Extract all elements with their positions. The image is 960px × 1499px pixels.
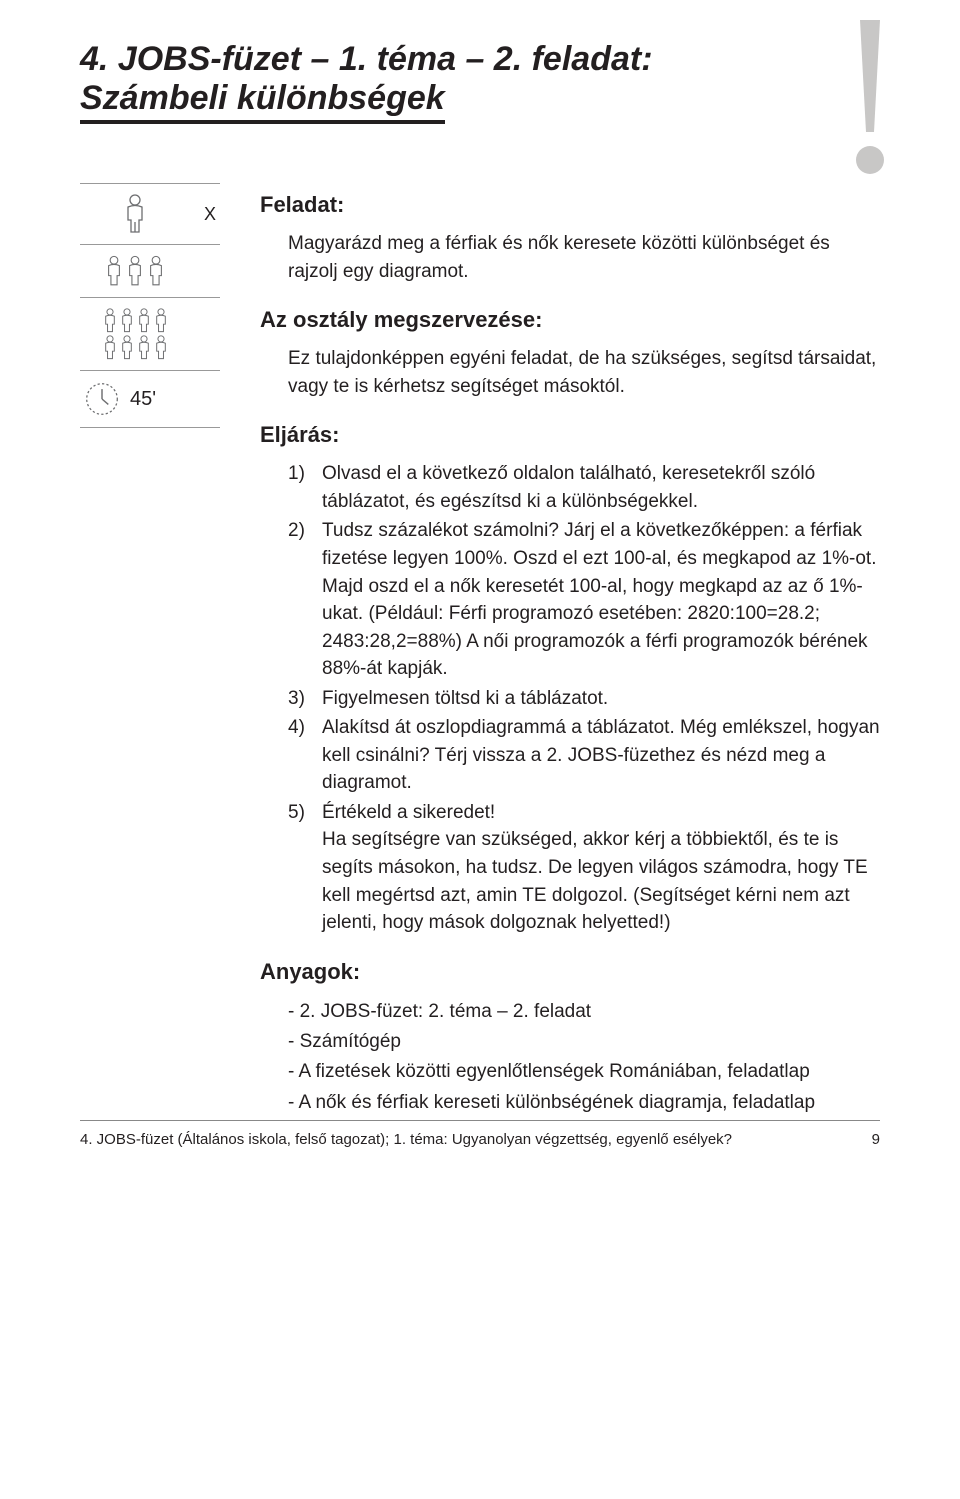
- step-item: 5)Értékeld a sikeredet! Ha segítségre va…: [288, 799, 880, 937]
- step-text: Értékeld a sikeredet! Ha segítségre van …: [322, 802, 868, 933]
- sidebar-row-time: 45': [80, 370, 220, 428]
- material-item: - Számítógép: [288, 1027, 880, 1057]
- step-item: 1)Olvasd el a következő oldalon találhat…: [288, 460, 880, 515]
- title-line-2: Számbeli különbségek: [80, 79, 445, 124]
- eljaras-steps: 1)Olvasd el a következő oldalon találhat…: [260, 460, 880, 936]
- title-line-1: 4. JOBS-füzet – 1. téma – 2. feladat:: [80, 40, 880, 79]
- sidebar-row-individual: X: [80, 183, 220, 245]
- step-item: 2)Tudsz százalékot számolni? Járj el a k…: [288, 517, 880, 682]
- sidebar-row-group-3: [80, 244, 220, 298]
- footer-page-number: 9: [872, 1131, 880, 1148]
- clock-icon: [84, 381, 120, 417]
- sidebar-row-group-8: [80, 297, 220, 371]
- step-item: 3)Figyelmesen töltsd ki a táblázatot.: [288, 685, 880, 713]
- section-heading-anyagok: Anyagok:: [260, 959, 880, 985]
- material-item: - 2. JOBS-füzet: 2. téma – 2. feladat: [288, 997, 880, 1027]
- time-label: 45': [130, 388, 156, 411]
- individual-x-mark: X: [186, 204, 216, 225]
- section-heading-eljaras: Eljárás:: [260, 422, 880, 448]
- section-heading-osztaly: Az osztály megszervezése:: [260, 307, 880, 333]
- section-heading-feladat: Feladat:: [260, 192, 880, 218]
- person-icon: [122, 194, 148, 234]
- exclamation-icon: [840, 20, 900, 180]
- page-title-block: 4. JOBS-füzet – 1. téma – 2. feladat: Sz…: [80, 40, 880, 124]
- step-text: Tudsz százalékot számolni? Járj el a köv…: [322, 520, 876, 679]
- feladat-body: Magyarázd meg a férfiak és nők keresete …: [260, 230, 880, 285]
- group8-icon: [102, 308, 169, 360]
- osztaly-body: Ez tulajdonképpen egyéni feladat, de ha …: [260, 345, 880, 400]
- page-footer: 4. JOBS-füzet (Általános iskola, felső t…: [80, 1120, 880, 1148]
- step-text: Olvasd el a következő oldalon található,…: [322, 463, 815, 512]
- footer-left: 4. JOBS-füzet (Általános iskola, felső t…: [80, 1131, 732, 1148]
- step-text: Alakítsd át oszlopdiagrammá a táblázatot…: [322, 717, 880, 793]
- material-item: - A fizetések közötti egyenlőtlenségek R…: [288, 1057, 880, 1087]
- sidebar: X: [80, 184, 220, 1118]
- step-item: 4)Alakítsd át oszlopdiagrammá a táblázat…: [288, 714, 880, 797]
- main-content: Feladat: Magyarázd meg a férfiak és nők …: [260, 184, 880, 1118]
- step-text: Figyelmesen töltsd ki a táblázatot.: [322, 688, 608, 709]
- material-item: - A nők és férfiak kereseti különbségéne…: [288, 1088, 880, 1118]
- anyagok-list: - 2. JOBS-füzet: 2. téma – 2. feladat - …: [260, 997, 880, 1119]
- group3-icon: [104, 255, 166, 287]
